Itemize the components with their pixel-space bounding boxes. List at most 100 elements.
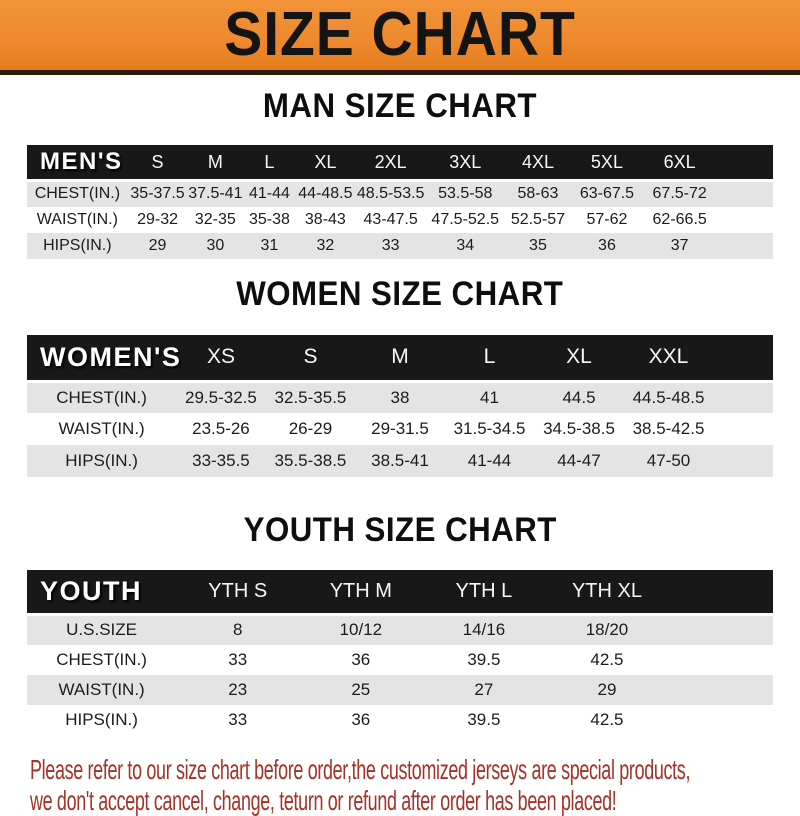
cell: 25 bbox=[351, 679, 371, 699]
men-section-heading: MAN SIZE CHART bbox=[0, 89, 800, 130]
row-label: HIPS(IN.) bbox=[65, 709, 138, 729]
row-filler bbox=[669, 645, 774, 675]
row-filler bbox=[717, 233, 773, 259]
column-header: XL bbox=[534, 334, 624, 383]
cell: 33-35.5 bbox=[192, 451, 250, 470]
cell: 39.5 bbox=[467, 709, 501, 729]
cell: 41-44 bbox=[248, 185, 290, 203]
cell: 18/20 bbox=[585, 620, 629, 640]
cell: 52.5-57 bbox=[510, 210, 566, 228]
cell: 27 bbox=[474, 679, 494, 699]
women-size-table: WOMEN'S XS S M L XL XXL CHEST(IN.) 29.5-32.5 32.5… bbox=[27, 334, 773, 477]
table-title: MEN'S bbox=[27, 145, 128, 182]
cell: 43-47.5 bbox=[363, 210, 418, 228]
row-filler bbox=[717, 181, 773, 207]
cell: 35-38 bbox=[248, 210, 290, 228]
cell: 58-63 bbox=[517, 185, 559, 203]
table-title: YOUTH bbox=[27, 570, 177, 616]
cell: 37 bbox=[670, 236, 689, 254]
row-filler bbox=[669, 705, 774, 735]
cell: 48.5-53.5 bbox=[356, 185, 425, 203]
cell: 32 bbox=[316, 236, 335, 254]
header-filler bbox=[716, 145, 773, 182]
row-filler bbox=[713, 381, 773, 413]
order-notice-line-2: we don't accept cancel, change, teturn o… bbox=[30, 784, 617, 816]
row-label: WAIST(IN.) bbox=[58, 419, 145, 438]
cell: 30 bbox=[206, 236, 225, 254]
table-row: HIPS(IN.) 29 30 31 32 33 34 35 36 37 bbox=[27, 232, 773, 259]
row-label: CHEST(IN.) bbox=[56, 387, 147, 407]
column-header: 3XL bbox=[426, 145, 505, 182]
row-filler bbox=[713, 445, 773, 477]
row-filler bbox=[717, 207, 773, 233]
column-header: XS bbox=[176, 334, 266, 383]
row-label: HIPS(IN.) bbox=[43, 236, 112, 254]
cell: 29-32 bbox=[137, 210, 178, 228]
cell: 42.5 bbox=[590, 709, 624, 729]
column-header: 4XL bbox=[504, 145, 572, 182]
column-header: M bbox=[187, 145, 244, 182]
cell: 32-35 bbox=[194, 210, 236, 228]
cell: 32.5-35.5 bbox=[274, 387, 347, 407]
cell: 26-29 bbox=[288, 419, 333, 438]
table-row: HIPS(IN.) 33-35.5 35.5-38.5 38.5-41 41-44 44-… bbox=[27, 445, 773, 477]
row-label: WAIST(IN.) bbox=[36, 210, 118, 228]
row-filler bbox=[713, 413, 773, 445]
row-label: CHEST(IN.) bbox=[56, 649, 147, 669]
size-chart-banner: SIZE CHART bbox=[0, 0, 800, 75]
cell: 34.5-38.5 bbox=[543, 419, 615, 438]
column-header: S bbox=[265, 334, 356, 383]
column-header: 6XL bbox=[642, 145, 717, 182]
cell: 31 bbox=[260, 236, 279, 254]
order-notice: Please refer to our size chart before or… bbox=[30, 754, 800, 816]
cell: 23 bbox=[228, 679, 248, 699]
cell: 33 bbox=[228, 649, 248, 669]
cell: 33 bbox=[228, 709, 248, 729]
cell: 31.5-34.5 bbox=[453, 419, 526, 438]
column-header: M bbox=[355, 334, 445, 383]
cell: 38.5-41 bbox=[371, 451, 429, 470]
order-notice-line-1: Please refer to our size chart before or… bbox=[30, 753, 691, 785]
cell: 38.5-42.5 bbox=[632, 419, 705, 438]
table-row: CHEST(IN.) 33 36 39.5 42.5 bbox=[27, 644, 774, 675]
cell: 33 bbox=[381, 236, 400, 254]
column-header: S bbox=[127, 145, 188, 182]
row-label: HIPS(IN.) bbox=[65, 451, 138, 470]
table-header-row: MEN'S S M L XL 2XL 3XL 4XL 5XL 6XL bbox=[27, 145, 773, 182]
cell: 62-66.5 bbox=[652, 210, 707, 228]
cell: 57-62 bbox=[586, 210, 628, 228]
men-size-table: MEN'S S M L XL 2XL 3XL 4XL 5XL 6XL CHEST(IN.) 35-37… bbox=[27, 145, 773, 259]
cell: 29 bbox=[148, 236, 167, 254]
cell: 63-67.5 bbox=[579, 185, 635, 203]
women-section-heading-label: WOMEN SIZE CHART bbox=[236, 274, 564, 313]
cell: 36 bbox=[351, 709, 371, 729]
cell: 36 bbox=[351, 649, 371, 669]
men-section-heading-label: MAN SIZE CHART bbox=[262, 87, 538, 125]
row-filler bbox=[669, 615, 774, 645]
cell: 53.5-58 bbox=[438, 185, 493, 203]
cell: 44.5-48.5 bbox=[632, 387, 705, 407]
row-filler bbox=[669, 675, 774, 705]
cell: 41-44 bbox=[467, 451, 512, 470]
column-header: YTH XL bbox=[545, 570, 669, 616]
column-header: XL bbox=[295, 145, 356, 182]
column-header: YTH L bbox=[422, 570, 546, 616]
cell: 35 bbox=[529, 236, 547, 254]
cell: 35.5-38.5 bbox=[274, 451, 347, 470]
cell: 67.5-72 bbox=[652, 185, 707, 203]
cell: 41 bbox=[480, 387, 499, 407]
column-header: L bbox=[444, 334, 535, 383]
youth-size-table: YOUTH YTH S YTH M YTH L YTH XL U.S.SIZE 8 10/12… bbox=[27, 570, 773, 735]
column-header: 5XL bbox=[571, 145, 643, 182]
column-header: YTH S bbox=[176, 570, 300, 616]
cell: 8 bbox=[232, 620, 243, 640]
youth-section-heading-label: YOUTH SIZE CHART bbox=[243, 511, 557, 549]
table-header-row: WOMEN'S XS S M L XL XXL bbox=[27, 334, 773, 383]
cell: 44.5 bbox=[562, 387, 596, 407]
cell: 44-47 bbox=[557, 451, 601, 470]
women-section-heading: WOMEN SIZE CHART bbox=[0, 277, 800, 318]
table-row: U.S.SIZE 8 10/12 14/16 18/20 bbox=[27, 614, 774, 645]
row-label: U.S.SIZE bbox=[66, 620, 138, 640]
column-header: 2XL bbox=[355, 145, 427, 182]
